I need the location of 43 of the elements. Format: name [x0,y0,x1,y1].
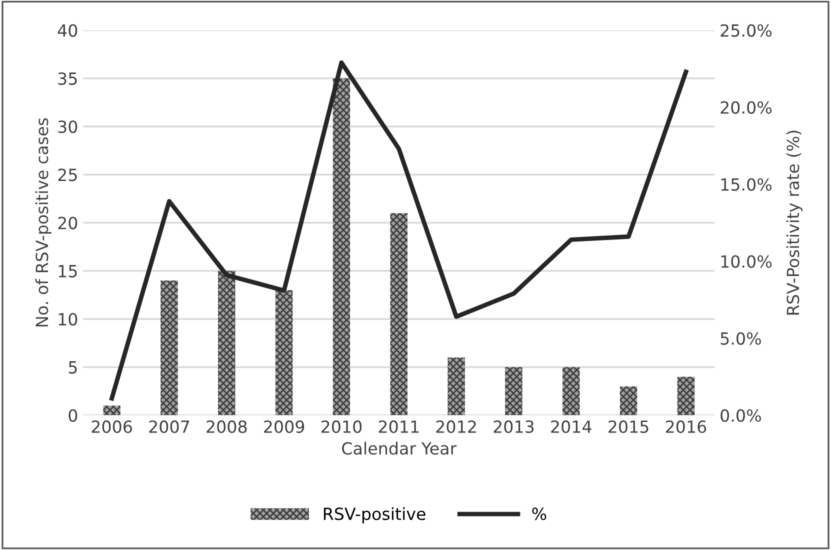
bar [103,406,120,416]
bar [390,213,408,416]
x-tick-label: 2010 [321,420,362,434]
y-tick-label: 25 [58,168,77,182]
y-tick-label: 35 [58,72,77,85]
bar [620,386,638,416]
x-tick-label: 2016 [666,420,706,434]
y2-tick-label: 5.0% [720,332,761,345]
bar [448,358,465,416]
x-tick-label: 2015 [608,420,648,434]
bar [332,78,350,416]
y2-tick-label: 0.0% [720,409,761,422]
y2-axis-title: RSV-Positivity rate (%) [786,130,802,315]
y-tick-label: 5 [68,361,77,374]
y2-tick-label: 25.0% [720,24,772,37]
x-tick-label: 2013 [494,420,534,434]
y-axis-title: No. of RSV-positive cases [35,118,52,326]
y-tick-label: 10 [58,312,78,326]
bar [677,376,695,416]
x-tick-label: 2006 [92,420,132,434]
x-tick-label: 2008 [206,420,247,434]
x-axis-title: Calendar Year [342,442,457,455]
y-tick-label: 0 [68,409,78,422]
x-tick-label: 2007 [149,420,190,434]
legend-label: RSV-positive [324,507,426,524]
y2-tick-label: 10.0% [721,255,772,268]
bar [505,367,522,416]
y-tick-label: 15 [58,265,77,278]
y2-tick-label: 15.0% [721,178,772,191]
bar [562,367,580,416]
x-tick-label: 2014 [551,420,592,434]
x-tick-label: 2012 [436,420,476,434]
legend-label: % [532,508,546,520]
y-tick-label: 40 [58,24,78,37]
x-tick-label: 2009 [264,420,304,434]
x-tick-label: 2011 [378,420,419,434]
y2-tick-label: 20.0% [720,101,772,114]
y-tick-label: 30 [58,120,78,134]
line-series [110,60,688,401]
y-tick-label: 20 [58,216,78,230]
bar [275,290,293,416]
bar [160,280,178,416]
bar [218,270,236,416]
